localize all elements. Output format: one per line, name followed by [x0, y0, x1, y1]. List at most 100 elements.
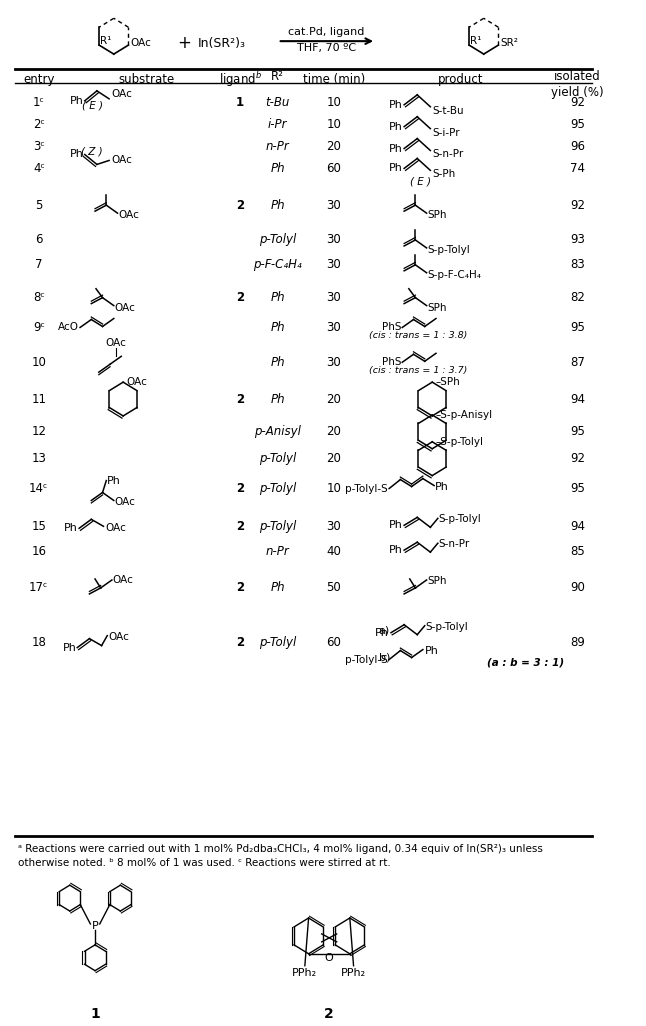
- Text: S-n-Pr: S-n-Pr: [439, 540, 470, 549]
- Text: 40: 40: [326, 545, 341, 558]
- Text: OAc: OAc: [105, 523, 126, 534]
- Text: 5: 5: [35, 199, 43, 211]
- Text: 8ᶜ: 8ᶜ: [33, 291, 45, 304]
- Text: 13: 13: [32, 452, 47, 465]
- Text: PhS: PhS: [382, 357, 401, 367]
- Text: Ph: Ph: [388, 520, 402, 530]
- Text: 95: 95: [570, 426, 585, 438]
- Text: SR²: SR²: [500, 38, 518, 48]
- Text: 82: 82: [570, 291, 585, 304]
- Text: OAc: OAc: [111, 156, 132, 165]
- Text: 85: 85: [570, 545, 585, 558]
- Text: PPh₂: PPh₂: [341, 968, 366, 978]
- Text: 15: 15: [32, 520, 47, 532]
- Text: p-Tolyl-S: p-Tolyl-S: [346, 483, 388, 494]
- Text: OAc: OAc: [105, 339, 126, 349]
- Text: OAc: OAc: [126, 378, 147, 387]
- Text: entry: entry: [23, 73, 55, 86]
- Text: 16: 16: [32, 545, 47, 558]
- Text: 10: 10: [326, 118, 341, 131]
- Text: Ph: Ph: [70, 150, 84, 159]
- Text: 2: 2: [236, 636, 244, 649]
- Text: 9ᶜ: 9ᶜ: [33, 321, 45, 334]
- Text: 1ᶜ: 1ᶜ: [33, 96, 45, 110]
- Text: Ph: Ph: [107, 476, 121, 485]
- Text: p-F-C₄H₄: p-F-C₄H₄: [253, 259, 302, 271]
- Text: 12: 12: [32, 426, 47, 438]
- Text: OAc: OAc: [130, 38, 151, 48]
- Text: ( E ): ( E ): [82, 101, 103, 111]
- Text: R²: R²: [271, 70, 284, 83]
- Text: (cis : trans = 1 : 3.8): (cis : trans = 1 : 3.8): [369, 331, 467, 341]
- Text: PPh₂: PPh₂: [292, 968, 317, 978]
- Text: 30: 30: [326, 259, 341, 271]
- Text: 20: 20: [326, 426, 341, 438]
- Text: Ph: Ph: [271, 582, 285, 594]
- Text: 30: 30: [326, 199, 341, 211]
- Text: S-p-F-C₄H₄: S-p-F-C₄H₄: [428, 270, 481, 280]
- Text: THF, 70 ºC: THF, 70 ºC: [297, 43, 356, 53]
- Text: 92: 92: [570, 199, 585, 211]
- Text: ᵃ Reactions were carried out with 1 mol% Pd₂dba₃CHCl₃, 4 mol% ligand, 0.34 equiv: ᵃ Reactions were carried out with 1 mol%…: [18, 844, 543, 868]
- Text: OAc: OAc: [115, 498, 136, 508]
- Text: 96: 96: [570, 140, 585, 153]
- Text: 14ᶜ: 14ᶜ: [29, 482, 48, 495]
- Text: 20: 20: [326, 393, 341, 405]
- Text: Ph: Ph: [65, 523, 78, 534]
- Text: Ph: Ph: [388, 144, 402, 154]
- Text: 60: 60: [326, 636, 341, 649]
- Text: product: product: [437, 73, 483, 86]
- Text: i-Pr: i-Pr: [268, 118, 287, 131]
- Text: –S-p-Anisyl: –S-p-Anisyl: [435, 410, 492, 420]
- Text: p-Tolyl: p-Tolyl: [259, 452, 297, 465]
- Text: Ph: Ph: [388, 122, 402, 131]
- Text: 94: 94: [570, 520, 585, 532]
- Text: time (min): time (min): [303, 73, 365, 86]
- Text: P: P: [92, 921, 98, 931]
- Text: Ph: Ph: [70, 95, 84, 106]
- Text: 2: 2: [236, 393, 244, 405]
- Text: p-Tolyl: p-Tolyl: [259, 482, 297, 495]
- Text: p-Tolyl: p-Tolyl: [259, 636, 297, 649]
- Text: O: O: [325, 953, 333, 962]
- Text: 20: 20: [326, 452, 341, 465]
- Text: cat.Pd, ligand: cat.Pd, ligand: [288, 28, 364, 37]
- Text: 18: 18: [32, 636, 47, 649]
- Text: ( Z ): ( Z ): [81, 147, 103, 157]
- Text: 95: 95: [570, 321, 585, 334]
- Text: 30: 30: [326, 291, 341, 304]
- Text: b): b): [379, 653, 390, 663]
- Text: t-Bu: t-Bu: [266, 96, 290, 110]
- Text: 6: 6: [35, 234, 43, 246]
- Text: ( E ): ( E ): [410, 176, 432, 187]
- Text: 3ᶜ: 3ᶜ: [33, 140, 45, 153]
- Text: +: +: [177, 34, 191, 52]
- Text: Ph: Ph: [271, 199, 285, 211]
- Text: 10: 10: [326, 482, 341, 495]
- Text: 50: 50: [326, 582, 341, 594]
- Text: 94: 94: [570, 393, 585, 405]
- Text: 4ᶜ: 4ᶜ: [33, 162, 45, 174]
- Text: OAc: OAc: [108, 632, 129, 641]
- Text: 89: 89: [570, 636, 585, 649]
- Text: S-p-Tolyl: S-p-Tolyl: [426, 622, 468, 632]
- Text: OAc: OAc: [118, 210, 140, 221]
- Text: p-Tolyl: p-Tolyl: [259, 520, 297, 532]
- Text: S-Ph: S-Ph: [432, 169, 455, 180]
- Text: S-p-Tolyl: S-p-Tolyl: [439, 514, 481, 524]
- Text: 10: 10: [326, 96, 341, 110]
- Text: p-Tolyl-S: p-Tolyl-S: [346, 655, 388, 665]
- Text: 2: 2: [236, 291, 244, 304]
- Text: 7: 7: [35, 259, 43, 271]
- Text: 2: 2: [324, 1008, 334, 1022]
- Text: R¹: R¹: [99, 36, 111, 46]
- Text: Ph: Ph: [271, 291, 285, 304]
- Text: a): a): [379, 626, 390, 636]
- Text: 30: 30: [326, 520, 341, 532]
- Text: 2: 2: [236, 582, 244, 594]
- Text: –S-p-Tolyl: –S-p-Tolyl: [435, 437, 483, 446]
- Text: n-Pr: n-Pr: [266, 140, 289, 153]
- Text: OAc: OAc: [113, 575, 134, 585]
- Text: S-p-Tolyl: S-p-Tolyl: [428, 245, 470, 254]
- Text: In(SR²)₃: In(SR²)₃: [198, 37, 245, 49]
